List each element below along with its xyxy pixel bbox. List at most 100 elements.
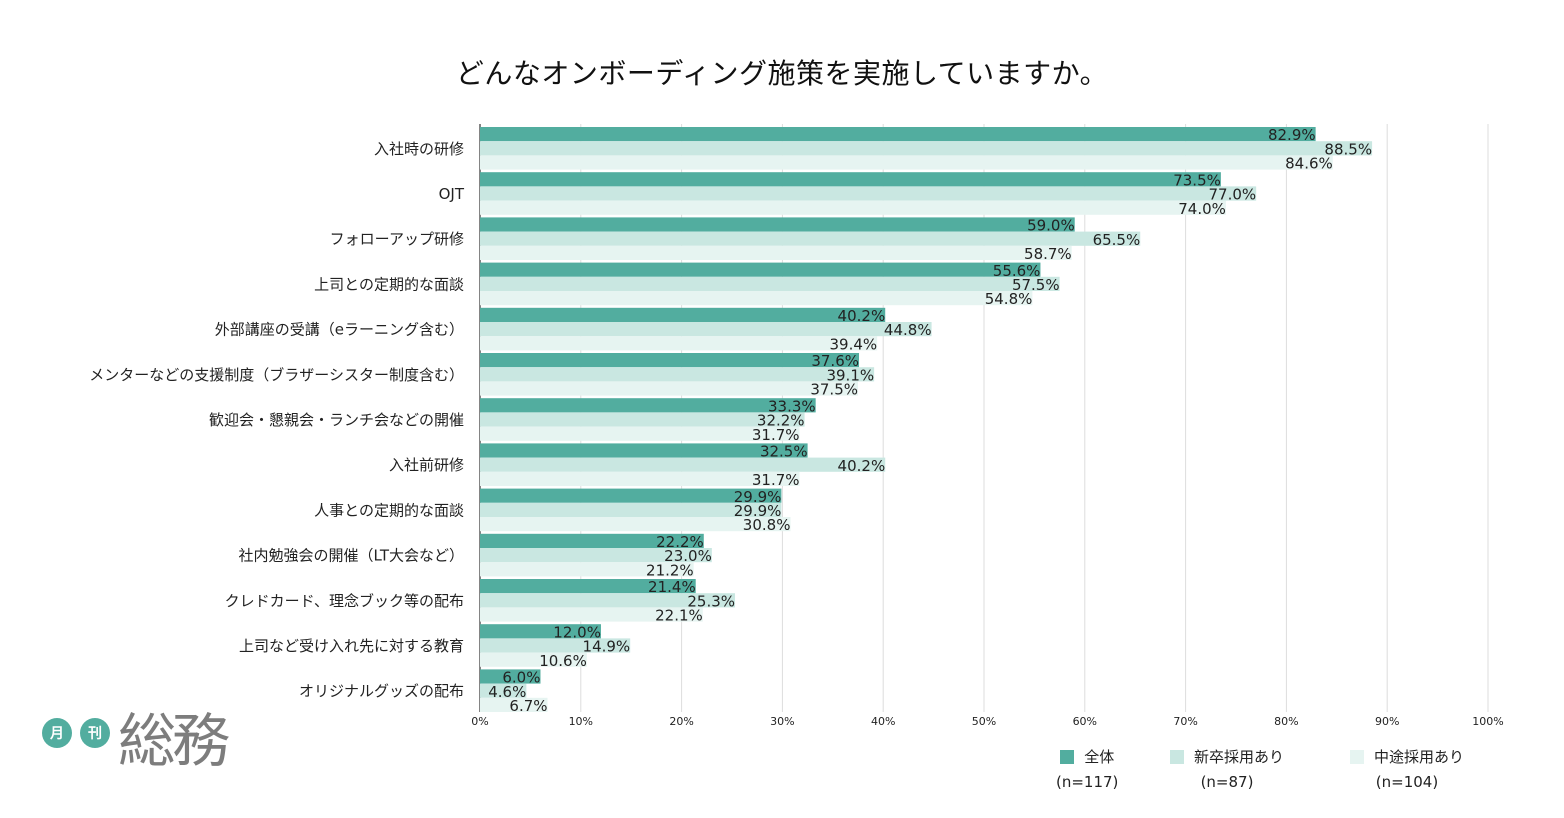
value-label: 39.1% (826, 366, 874, 384)
legend-item-new-grad: 新卒採用あり (n=87) (1170, 746, 1284, 791)
value-label: 88.5% (1324, 140, 1372, 158)
category-label: クレドカード、理念ブック等の配布 (225, 592, 464, 610)
category-label: フォローアップ研修 (330, 230, 464, 248)
bar-0 (480, 488, 782, 503)
bar-2 (480, 517, 791, 532)
value-label: 55.6% (993, 262, 1041, 280)
value-label: 4.6% (488, 683, 526, 701)
value-label: 21.4% (648, 578, 696, 596)
label-layer: 0% 10% 20% 30% 40% 50% 60% 70% 80% 90% 100% 入社時の研修 8… (89, 126, 1503, 728)
value-label: 31.7% (752, 426, 800, 444)
bar-2 (480, 336, 878, 351)
bar-0 (480, 307, 886, 322)
value-label: 57.5% (1012, 276, 1060, 294)
category-label: OJT (439, 185, 465, 203)
bar-0 (480, 353, 860, 368)
bar-2 (480, 200, 1226, 215)
category-label: 上司との定期的な面談 (314, 275, 464, 293)
bar-2 (480, 562, 694, 577)
bar-1 (480, 457, 886, 472)
bar-0 (480, 669, 541, 684)
bar-0 (480, 262, 1041, 277)
bar-1 (480, 367, 875, 382)
value-label: 23.0% (664, 547, 712, 565)
category-label: 上司など受け入れ先に対する教育 (239, 637, 464, 655)
value-label: 73.5% (1173, 171, 1221, 189)
bar-2 (480, 381, 858, 396)
value-label: 14.9% (583, 638, 631, 656)
bar-0 (480, 127, 1316, 142)
logo-badge-month: 月 (42, 718, 72, 748)
legend-n-new-grad: (n=87) (1200, 773, 1254, 791)
value-label: 29.9% (734, 502, 782, 520)
x-tick-label: 30% (770, 715, 794, 728)
bar-2 (480, 245, 1072, 260)
value-label: 31.7% (752, 471, 800, 489)
value-label: 82.9% (1268, 126, 1316, 144)
x-tick-label: 90% (1375, 715, 1399, 728)
category-label: 歓迎会・懇親会・ランチ会などの開催 (209, 411, 464, 429)
legend-swatch-new-grad (1170, 749, 1184, 764)
x-tick-label: 20% (669, 715, 693, 728)
x-tick-label: 100% (1472, 715, 1503, 728)
category-label: 社内勉強会の開催（LT大会など） (239, 547, 464, 565)
x-tick-label: 40% (871, 715, 895, 728)
value-label: 21.2% (646, 561, 694, 579)
legend-item-all: 全体 (n=117) (1056, 746, 1118, 791)
value-label: 39.4% (829, 335, 877, 353)
logo-badge-edition: 刊 (80, 718, 110, 748)
value-label: 32.2% (757, 412, 805, 430)
legend-swatch-mid-career (1350, 749, 1364, 764)
category-label: メンターなどの支援制度（ブラザーシスター制度含む） (89, 366, 464, 384)
legend-label-new-grad: 新卒採用あり (1194, 748, 1285, 766)
value-label: 10.6% (539, 652, 587, 670)
value-label: 84.6% (1285, 155, 1333, 173)
category-label: 入社前研修 (389, 456, 464, 474)
value-label: 25.3% (687, 592, 735, 610)
value-label: 6.0% (502, 669, 540, 687)
bar-0 (480, 443, 808, 458)
bar-0 (480, 533, 704, 548)
bar-0 (480, 624, 601, 639)
chart-title: どんなオンボーディング施策を実施していますか。 (455, 57, 1109, 90)
value-label: 74.0% (1178, 200, 1226, 218)
value-label: 44.8% (884, 321, 932, 339)
bar-2 (480, 607, 703, 622)
bar-1 (480, 502, 782, 517)
category-label: 入社時の研修 (374, 140, 464, 158)
x-tick-label: 70% (1173, 715, 1197, 728)
category-label: オリジナルグッズの配布 (299, 682, 464, 700)
bar-1 (480, 322, 932, 337)
value-label: 54.8% (985, 290, 1033, 308)
bar-0 (480, 172, 1221, 187)
x-tick-label: 80% (1274, 715, 1298, 728)
value-label: 33.3% (768, 397, 816, 415)
value-label: 29.9% (734, 488, 782, 506)
value-label: 22.1% (655, 607, 703, 625)
logo: 月 刊 総務 (42, 712, 232, 780)
bar-layer (480, 127, 1373, 712)
value-label: 37.5% (810, 381, 858, 399)
bar-0 (480, 579, 696, 594)
value-label: 22.2% (656, 533, 704, 551)
x-tick-label: 50% (972, 715, 996, 728)
legend-item-mid-career: 中途採用あり (n=104) (1350, 746, 1464, 791)
value-label: 40.2% (838, 457, 886, 475)
bar-1 (480, 683, 527, 698)
bar-1 (480, 141, 1373, 156)
logo-text: 総務 (118, 707, 230, 775)
bar-1 (480, 276, 1060, 291)
x-tick-label: 60% (1073, 715, 1097, 728)
bar-2 (480, 426, 800, 441)
bar-0 (480, 398, 816, 413)
category-label: 人事との定期的な面談 (314, 501, 464, 519)
bar-1 (480, 186, 1257, 201)
bar-1 (480, 412, 805, 427)
legend-label-all: 全体 (1084, 748, 1115, 766)
bar-2 (480, 155, 1333, 170)
legend-swatch-all (1060, 749, 1075, 764)
bar-2 (480, 697, 548, 712)
bar-2 (480, 291, 1033, 306)
value-label: 65.5% (1093, 231, 1141, 249)
